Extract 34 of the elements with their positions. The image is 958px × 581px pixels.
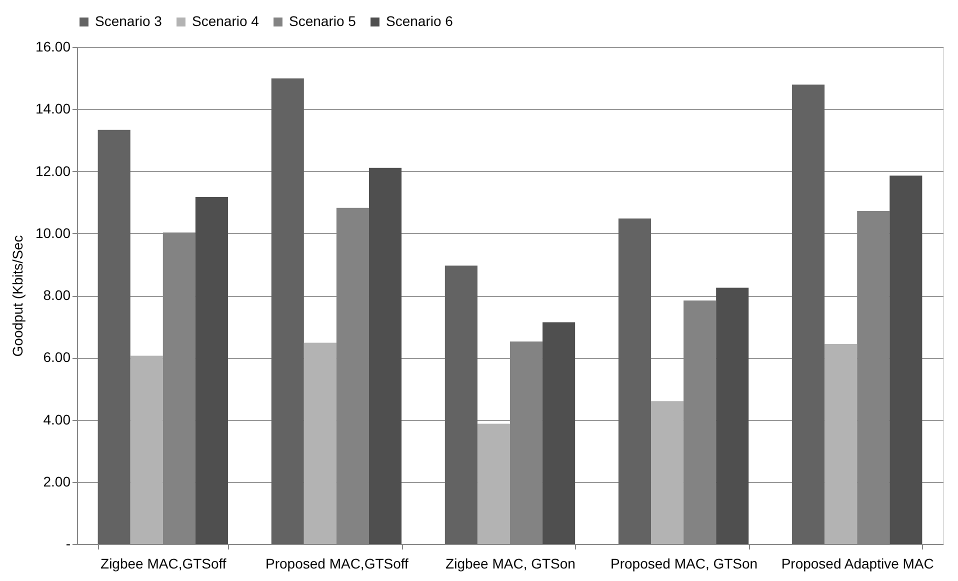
legend-label: Scenario 4	[192, 13, 260, 29]
x-tick-label: Zigbee MAC,GTSoff	[100, 556, 226, 572]
bar	[651, 401, 684, 544]
x-tick-label: Proposed MAC, GTSon	[610, 556, 758, 572]
bar	[130, 356, 163, 544]
y-tick-label: 8.00	[43, 287, 71, 303]
y-tick-label: 2.00	[43, 473, 71, 490]
y-tick-label: 12.00	[35, 162, 71, 179]
y-tick-label: 10.00	[35, 224, 71, 241]
bar	[271, 78, 304, 544]
bar	[890, 176, 922, 544]
x-tick-label: Zigbee MAC, GTSon	[446, 556, 576, 572]
bar	[304, 342, 336, 544]
legend-label: Scenario 3	[95, 13, 162, 29]
x-tick-label: Proposed Adaptive MAC	[781, 556, 934, 572]
bar	[444, 266, 478, 544]
bar	[542, 322, 576, 544]
bar	[195, 197, 228, 544]
legend-label: Scenario 6	[386, 13, 454, 29]
bar	[477, 424, 510, 544]
y-axis-title: Goodput (Kbits/Sec	[9, 235, 26, 357]
y-tick-label: 14.00	[35, 100, 71, 117]
bar	[618, 218, 652, 544]
bar	[368, 168, 402, 544]
y-tick-label: 4.00	[43, 411, 71, 428]
bar	[824, 344, 858, 544]
y-tick-label: 6.00	[43, 349, 71, 366]
x-tick-label: Proposed MAC,GTSoff	[265, 556, 409, 572]
bar	[98, 130, 130, 544]
y-tick-label: 16.00	[35, 38, 71, 54]
legend-label: Scenario 5	[289, 13, 356, 29]
bar	[716, 288, 749, 544]
bar	[792, 84, 825, 544]
y-tick-label: -	[66, 536, 71, 552]
